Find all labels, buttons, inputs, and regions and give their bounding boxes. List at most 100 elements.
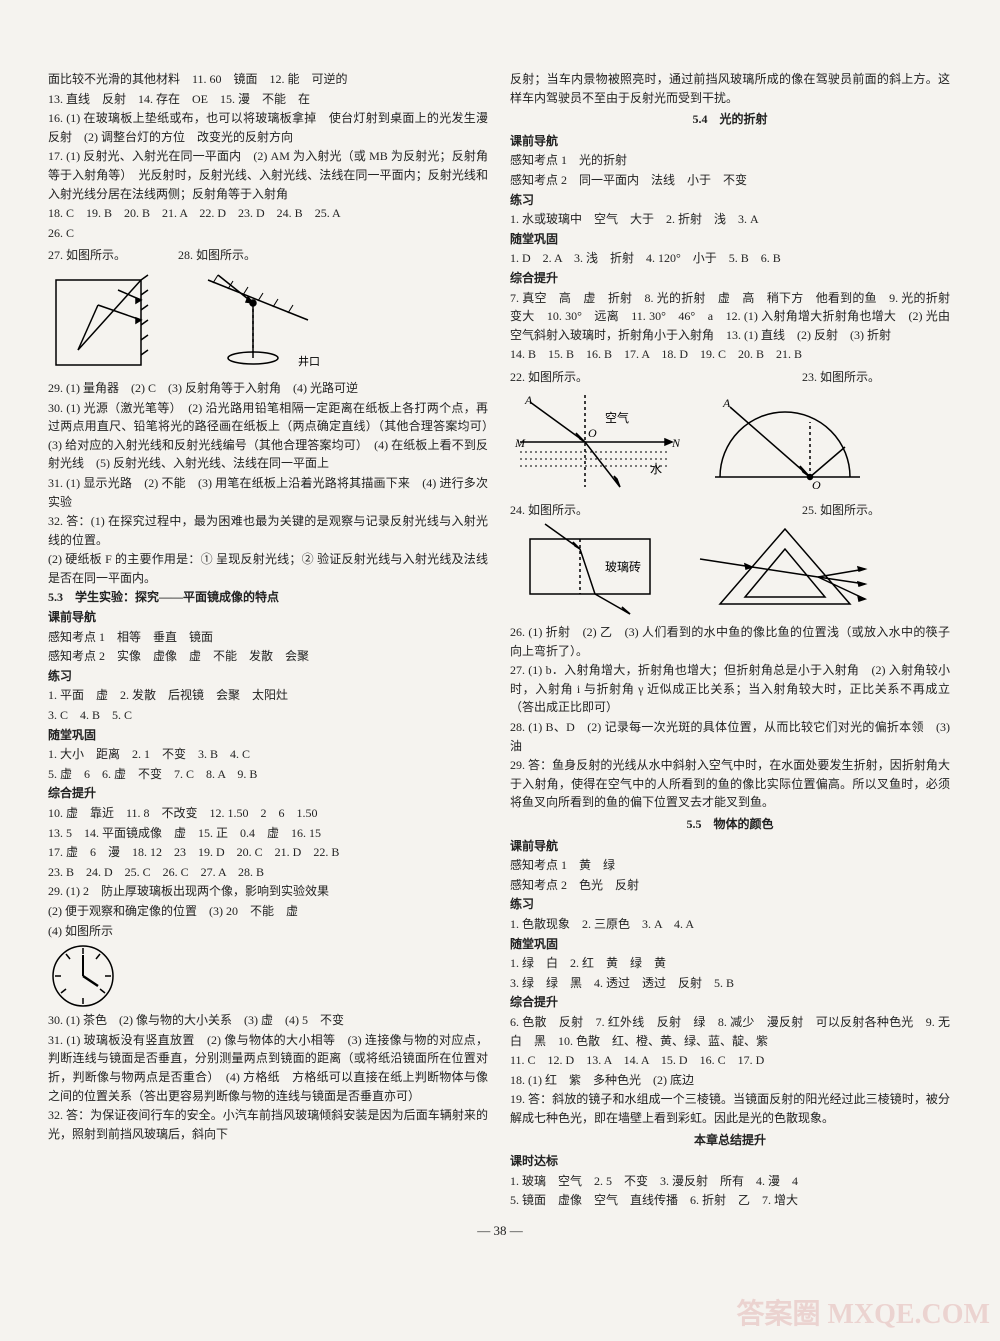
svg-text:O: O bbox=[588, 426, 597, 440]
fig25-block: 25. 如图所示。 bbox=[690, 501, 880, 620]
text-line: 31. (1) 显示光路 (2) 不能 (3) 用笔在纸板上沿着光路将其描画下来… bbox=[48, 474, 488, 511]
text-line: 30. (1) 茶色 (2) 像与物的大小关系 (3) 虚 (4) 5 不变 bbox=[48, 1011, 488, 1030]
section-5-5-title: 5.5 物体的颜色 bbox=[510, 815, 950, 834]
text-line: 23. B 24. D 25. C 26. C 27. A 28. B bbox=[48, 863, 488, 882]
text-line: 感知考点 1 光的折射 bbox=[510, 151, 950, 170]
text-line: 感知考点 2 实像 虚像 虚 不能 发散 会聚 bbox=[48, 647, 488, 666]
fig27-caption: 27. 如图所示。 bbox=[48, 246, 168, 265]
text-line: 13. 5 14. 平面镜成像 虚 15. 正 0.4 虚 16. 15 bbox=[48, 824, 488, 843]
svg-text:A: A bbox=[524, 393, 533, 407]
section-5-3-title: 5.3 学生实验：探究——平面镜成像的特点 bbox=[48, 588, 488, 607]
svg-text:水: 水 bbox=[650, 462, 662, 476]
svg-text:N: N bbox=[671, 436, 680, 450]
svg-text:空气: 空气 bbox=[605, 410, 629, 425]
text-line: 30. (1) 光源（激光笔等） (2) 沿光路用铅笔相隔一定距离在纸板上各打两… bbox=[48, 399, 488, 473]
text-line: 18. (1) 红 紫 多种色光 (2) 底边 bbox=[510, 1071, 950, 1090]
text-line: 5. 镜面 虚像 空气 直线传播 6. 折射 乙 7. 增大 bbox=[510, 1191, 950, 1210]
two-column-layout: 面比较不光滑的其他材料 11. 60 镜面 12. 能 可逆的 13. 直线 反… bbox=[48, 70, 952, 1211]
text-line: 31. (1) 玻璃板没有竖直放置 (2) 像与物体的大小相等 (3) 连接像与… bbox=[48, 1031, 488, 1105]
exercise-heading: 练习 bbox=[510, 191, 950, 210]
text-line: 19. 答：斜放的镜子和水组成一个三棱镜。当镜面反射的阳光经过此三棱镜时，被分解… bbox=[510, 1090, 950, 1127]
text-line: (4) 如图所示 bbox=[48, 922, 488, 941]
text-line: 1. 玻璃 空气 2. 5 不变 3. 漫反射 所有 4. 漫 4 bbox=[510, 1172, 950, 1191]
text-line: 26. (1) 折射 (2) 乙 (3) 人们看到的水中鱼的像比鱼的位置浅（或放… bbox=[510, 623, 950, 660]
fig27-block: 27. 如图所示。 bbox=[48, 246, 168, 375]
text-line: 14. B 15. B 16. B 17. A 18. D 19. C 20. … bbox=[510, 345, 950, 364]
text-line: 29. (1) 量角器 (2) C (3) 反射角等于入射角 (4) 光路可逆 bbox=[48, 379, 488, 398]
text-line: 32. 答：(1) 在探究过程中，最为困难也最为关键的是观察与记录反射光线与入射… bbox=[48, 512, 488, 549]
fig28-block: 28. 如图所示。 bbox=[178, 246, 328, 375]
fig25-caption: 25. 如图所示。 bbox=[690, 501, 880, 520]
text-line: 3. C 4. B 5. C bbox=[48, 706, 488, 725]
text-line: 11. C 12. D 13. A 14. A 15. D 16. C 17. … bbox=[510, 1051, 950, 1070]
text-line: 1. 平面 虚 2. 发散 后视镜 会聚 太阳灶 bbox=[48, 686, 488, 705]
text-line: 感知考点 2 色光 反射 bbox=[510, 876, 950, 895]
fig28-label: 井口 bbox=[298, 354, 320, 368]
right-column: 反射；当车内景物被照亮时，通过前挡风玻璃所成的像在驾驶员前面的斜上方。这样车内驾… bbox=[510, 70, 950, 1211]
text-line: 感知考点 1 黄 绿 bbox=[510, 856, 950, 875]
figure-row-24-25: 24. 如图所示。 玻璃砖 25. 如图所示。 bbox=[510, 501, 950, 620]
fig28-caption: 28. 如图所示。 bbox=[178, 246, 328, 265]
exercise-heading: 练习 bbox=[48, 667, 488, 686]
fig22-caption: 22. 如图所示。 bbox=[510, 368, 680, 387]
text-line: 1. D 2. A 3. 浅 折射 4. 120° 小于 5. B 6. B bbox=[510, 249, 950, 268]
text-line: 5. 虚 6 6. 虚 不变 7. C 8. A 9. B bbox=[48, 765, 488, 784]
fig24-block: 24. 如图所示。 玻璃砖 bbox=[510, 501, 680, 620]
nav-heading: 课前导航 bbox=[48, 608, 488, 627]
KS-heading: 课时达标 bbox=[510, 1152, 950, 1171]
fig22-block: 22. 如图所示。 A M bbox=[510, 368, 680, 497]
watermark: 答案圈 MXQE.COM bbox=[736, 1300, 990, 1331]
fig22-svg: A M N O 空气 水 bbox=[510, 387, 680, 497]
left-column: 面比较不光滑的其他材料 11. 60 镜面 12. 能 可逆的 13. 直线 反… bbox=[48, 70, 488, 1211]
advance-heading: 综合提升 bbox=[510, 993, 950, 1012]
text-line: 感知考点 2 同一平面内 法线 小于 不变 bbox=[510, 171, 950, 190]
text-line: 29. (1) 2 防止厚玻璃板出现两个像，影响到实验效果 bbox=[48, 882, 488, 901]
text-line: 28. (1) B、D (2) 记录每一次光斑的具体位置，从而比较它们对光的偏折… bbox=[510, 718, 950, 755]
fig24-svg: 玻璃砖 bbox=[510, 519, 680, 619]
text-line: 17. 虚 6 漫 18. 12 23 19. D 20. C 21. D 22… bbox=[48, 843, 488, 862]
fig23-svg: A O bbox=[690, 387, 880, 497]
nav-heading: 课前导航 bbox=[510, 837, 950, 856]
fig23-block: 23. 如图所示。 A O bbox=[690, 368, 880, 497]
text-line: 27. (1) b．入射角增大，折射角也增大；但折射角总是小于入射角 (2) 入… bbox=[510, 661, 950, 717]
text-line: 1. 水或玻璃中 空气 大于 2. 折射 浅 3. A bbox=[510, 210, 950, 229]
text-line: 29. 答：鱼身反射的光线从水中斜射入空气中时，在水面处要发生折射，因折射角大于… bbox=[510, 756, 950, 812]
figure-row-27-28: 27. 如图所示。 bbox=[48, 246, 488, 375]
text-line: (2) 硬纸板 F 的主要作用是：① 呈现反射光线；② 验证反射光线与入射光线及… bbox=[48, 550, 488, 587]
svg-text:玻璃砖: 玻璃砖 bbox=[605, 559, 641, 574]
text-line: (2) 便于观察和确定像的位置 (3) 20 不能 虚 bbox=[48, 902, 488, 921]
fig28-svg: 井口 bbox=[178, 265, 328, 375]
fig27-svg bbox=[48, 265, 168, 375]
exercise-heading: 练习 bbox=[510, 895, 950, 914]
text-line: 反射；当车内景物被照亮时，通过前挡风玻璃所成的像在驾驶员前面的斜上方。这样车内驾… bbox=[510, 70, 950, 107]
text-line: 32. 答：为保证夜间行车的安全。小汽车前挡风玻璃倾斜安装是因为后面车辆射来的光… bbox=[48, 1106, 488, 1143]
consolidation-heading: 随堂巩固 bbox=[510, 230, 950, 249]
text-line: 3. 绿 绿 黑 4. 透过 透过 反射 5. B bbox=[510, 974, 950, 993]
text-line: 10. 虚 靠近 11. 8 不改变 12. 1.50 2 6 1.50 bbox=[48, 804, 488, 823]
svg-text:O: O bbox=[812, 478, 821, 492]
text-line: 1. 色散现象 2. 三原色 3. A 4. A bbox=[510, 915, 950, 934]
text-line: 18. C 19. B 20. B 21. A 22. D 23. D 24. … bbox=[48, 204, 488, 223]
text-line: 26. C bbox=[48, 224, 488, 243]
text-line: 17. (1) 反射光、入射光在同一平面内 (2) AM 为入射光（或 MB 为… bbox=[48, 147, 488, 203]
text-line: 16. (1) 在玻璃板上垫纸或布，也可以将玻璃板拿掉 使台灯射到桌面上的光发生… bbox=[48, 109, 488, 146]
consolidation-heading: 随堂巩固 bbox=[510, 935, 950, 954]
chapter-summary-title: 本章总结提升 bbox=[510, 1131, 950, 1150]
fig23-caption: 23. 如图所示。 bbox=[690, 368, 880, 387]
consolidation-heading: 随堂巩固 bbox=[48, 726, 488, 745]
text-line: 6. 色散 反射 7. 红外线 反射 绿 8. 减少 漫反射 可以反射各种色光 … bbox=[510, 1013, 950, 1050]
figure-row-22-23: 22. 如图所示。 A M bbox=[510, 368, 950, 497]
text-line: 1. 大小 距离 2. 1 不变 3. B 4. C bbox=[48, 745, 488, 764]
nav-heading: 课前导航 bbox=[510, 132, 950, 151]
fig25-svg bbox=[690, 519, 880, 619]
page-number: — 38 — bbox=[48, 1221, 952, 1241]
text-line: 13. 直线 反射 14. 存在 OE 15. 漫 不能 在 bbox=[48, 90, 488, 109]
text-line: 面比较不光滑的其他材料 11. 60 镜面 12. 能 可逆的 bbox=[48, 70, 488, 89]
advance-heading: 综合提升 bbox=[48, 784, 488, 803]
text-line: 1. 绿 白 2. 红 黄 绿 黄 bbox=[510, 954, 950, 973]
text-line: 7. 真空 高 虚 折射 8. 光的折射 虚 高 稍下方 他看到的鱼 9. 光的… bbox=[510, 289, 950, 345]
fig24-caption: 24. 如图所示。 bbox=[510, 501, 680, 520]
svg-text:A: A bbox=[722, 396, 731, 410]
section-5-4-title: 5.4 光的折射 bbox=[510, 110, 950, 129]
text-line: 感知考点 1 相等 垂直 镜面 bbox=[48, 628, 488, 647]
